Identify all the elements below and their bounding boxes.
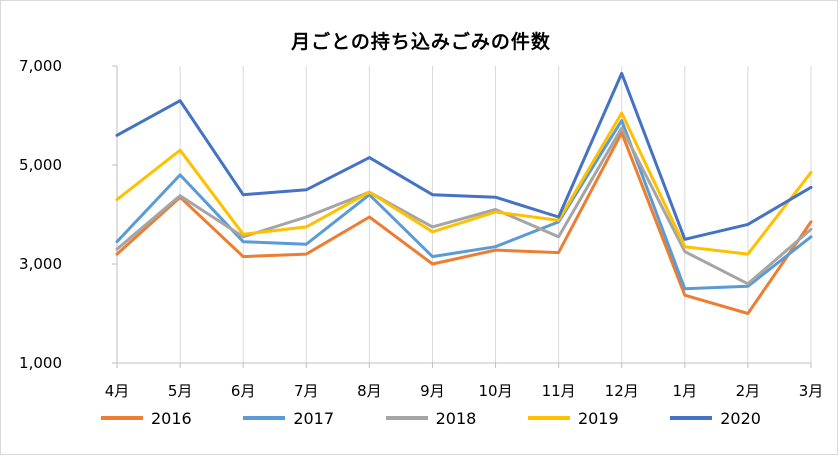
legend-item-2017: 2017: [243, 409, 334, 428]
series-line-2016: [115, 131, 813, 315]
y-tick-label: 7,000: [19, 57, 62, 75]
y-tick-label: 1,000: [19, 354, 62, 372]
legend-label: 2018: [435, 408, 477, 428]
legend-swatch: [527, 416, 570, 420]
legend-item-2016: 2016: [101, 409, 192, 428]
legend-label: 2020: [720, 408, 761, 428]
x-tick-label: 12月: [605, 382, 639, 400]
legend-item-2020: 2020: [670, 409, 761, 428]
x-tick-label: 1月: [673, 382, 698, 400]
legend-label: 2019: [577, 408, 619, 428]
x-tick-label: 4月: [105, 382, 130, 400]
legend-item-2019: 2019: [527, 408, 619, 428]
legend-swatch: [385, 416, 428, 420]
legend-label: 2017: [293, 408, 335, 428]
x-tick-label: 5月: [168, 382, 193, 400]
legend-swatch: [243, 416, 286, 420]
y-tick-label: 5,000: [19, 156, 62, 174]
x-tick-label: 7月: [294, 382, 319, 400]
y-tick-label: 3,000: [19, 255, 62, 273]
chart-title: 月ごとの持ち込みごみの件数: [291, 31, 551, 53]
legend: 2016 2017 2018 2019 2020: [101, 405, 761, 431]
x-tick-label: 9月: [420, 382, 445, 400]
legend-swatch: [670, 416, 713, 420]
x-tick-label: 11月: [542, 382, 576, 400]
legend-swatch: [101, 416, 143, 420]
series-line-2019: [115, 111, 813, 256]
x-tick-label: 6月: [231, 382, 256, 400]
x-tick-label: 8月: [357, 382, 382, 400]
x-tick-label: 10月: [478, 382, 512, 400]
series-line-2018: [115, 126, 813, 286]
legend-label: 2016: [151, 408, 192, 428]
x-tick-label: 2月: [736, 382, 761, 400]
x-tick-label: 3月: [799, 382, 824, 400]
legend-item-2018: 2018: [385, 408, 477, 428]
series-line-2020: [115, 71, 813, 241]
